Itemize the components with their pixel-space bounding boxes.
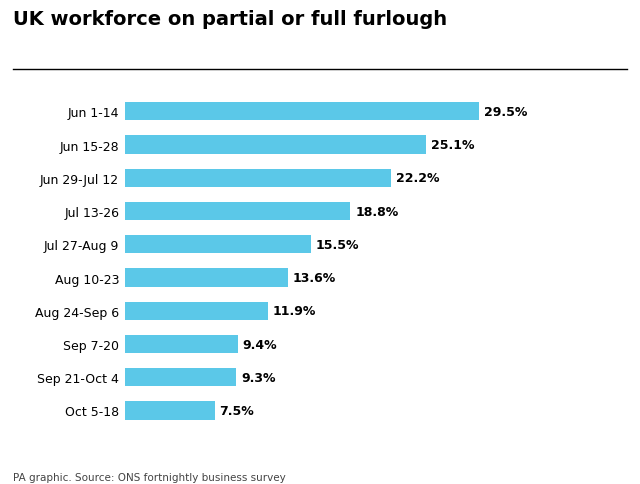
Bar (125, 103, 479, 121)
Text: 7.5%: 7.5% (220, 404, 254, 417)
Bar (125, 136, 426, 154)
Text: 9.4%: 9.4% (243, 338, 277, 351)
Text: 9.3%: 9.3% (241, 371, 276, 384)
Text: 29.5%: 29.5% (484, 106, 527, 119)
Text: PA graphic. Source: ONS fortnightly business survey: PA graphic. Source: ONS fortnightly busi… (13, 471, 285, 482)
Text: 22.2%: 22.2% (396, 172, 440, 185)
Text: UK workforce on partial or full furlough: UK workforce on partial or full furlough (13, 10, 447, 29)
Bar (125, 402, 215, 420)
Bar (125, 335, 237, 353)
Bar (125, 269, 288, 287)
Text: 11.9%: 11.9% (273, 304, 316, 318)
Bar (125, 169, 391, 188)
Bar (125, 202, 351, 221)
Bar (125, 368, 236, 387)
Text: 25.1%: 25.1% (431, 139, 474, 152)
Text: 13.6%: 13.6% (293, 272, 336, 285)
Bar (125, 236, 311, 254)
Text: 15.5%: 15.5% (316, 238, 359, 251)
Bar (125, 302, 268, 320)
Text: 18.8%: 18.8% (355, 205, 399, 218)
